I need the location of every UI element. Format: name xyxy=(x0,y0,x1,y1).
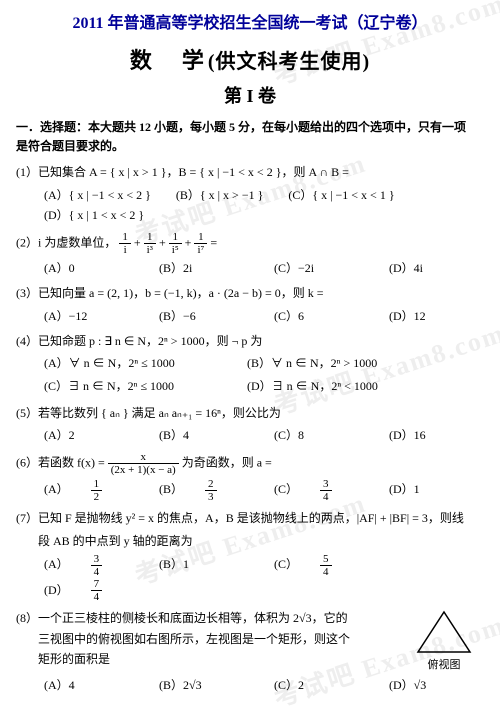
q4-optC: (C）∃ n ∈ N，2ⁿ ≤ 1000 xyxy=(44,376,244,396)
question-1: (1）已知集合 A = { x | x > 1 }，B = { x | −1 <… xyxy=(16,162,484,225)
question-2: (2）i 为虚数单位， 1i + 1i³ + 1i⁵ + 1i⁷ = (A）0 … xyxy=(16,231,484,279)
q2-frac3: 1i⁵ xyxy=(169,231,182,256)
q4-stem: (4）已知命题 p : ∃ n ∈ N，2ⁿ > 1000，则 ¬ p 为 xyxy=(16,331,484,351)
q6-stem: (6）若函数 f(x) = x(2x + 1)(x − a) 为奇函数，则 a … xyxy=(16,451,484,476)
q6-post: 为奇函数，则 a = xyxy=(182,455,272,469)
q2-optD: (D）4i xyxy=(389,258,423,278)
q8-optA: (A）4 xyxy=(44,675,134,695)
question-7: (7）已知 F 是抛物线 y² = x 的焦点，A，B 是该抛物线上的两点，|A… xyxy=(16,508,484,603)
q8-line2: 三视图中的俯视图如右图所示，左视图是一个矩形，则这个 xyxy=(16,629,404,649)
q4-optD: (D）∃ n ∈ N，2ⁿ < 1000 xyxy=(247,376,447,396)
q8-optC: (C）2 xyxy=(274,675,364,695)
question-5: (5）若等比数列 { aₙ } 满足 aₙ aₙ₊₁ = 16ⁿ，则公比为 (A… xyxy=(16,403,484,446)
q2-options: (A）0 (B）2i (C）−2i (D）4i xyxy=(16,258,484,278)
question-4: (4）已知命题 p : ∃ n ∈ N，2ⁿ > 1000，则 ¬ p 为 (A… xyxy=(16,331,484,398)
q7-stem1: (7）已知 F 是抛物线 y² = x 的焦点，A，B 是该抛物线上的两点，|A… xyxy=(16,508,484,528)
usage-text: (供文科考生使用) xyxy=(208,51,370,73)
q5-stem: (5）若等比数列 { aₙ } 满足 aₙ aₙ₊₁ = 16ⁿ，则公比为 xyxy=(16,403,484,423)
topview-figure: 俯视图 xyxy=(404,608,484,675)
q2-optA: (A）0 xyxy=(44,258,134,278)
q2-optC: (C）−2i xyxy=(274,258,364,278)
q3-optD: (D）12 xyxy=(389,306,426,326)
q3-stem: (3）已知向量 a = (2, 1)，b = (−1, k)，a · (2a −… xyxy=(16,283,484,303)
title-main: 2011 年普通高等学校招生全国统一考试（辽宁卷） xyxy=(16,12,484,36)
q1-stem: (1）已知集合 A = { x | x > 1 }，B = { x | −1 <… xyxy=(16,162,484,182)
q2-frac4: 1i⁷ xyxy=(194,231,207,256)
q6-options: (A）12 (B）23 (C）34 (D）1 xyxy=(16,478,484,503)
q1-optB: (B）{ x | x > −1 } xyxy=(176,185,263,205)
q2-post: = xyxy=(210,235,217,249)
q7-optC: (C）54 xyxy=(274,553,364,578)
question-8: (8）一个正三棱柱的侧棱长和底面边长相等，体积为 2√3，它的 三视图中的俯视图… xyxy=(16,608,484,695)
q2-optB: (B）2i xyxy=(159,258,249,278)
q3-optC: (C）6 xyxy=(274,306,364,326)
q7-optA: (A）34 xyxy=(44,553,134,578)
q1-optC: (C）{ x | −1 < x < 1 } xyxy=(288,185,394,205)
q5-optA: (A）2 xyxy=(44,425,134,445)
triangle-icon xyxy=(414,608,474,656)
q1-optA: (A）{ x | −1 < x < 2 } xyxy=(44,185,151,205)
q2-pre: (2）i 为虚数单位， xyxy=(16,235,116,249)
section-heading: 一．选择题：本大题共 12 小题，每小题 5 分，在每小题给出的四个选项中，只有… xyxy=(16,118,484,156)
q2-frac1: 1i xyxy=(119,231,131,256)
q4-options: (A）∀ n ∈ N，2ⁿ ≤ 1000 (B）∀ n ∈ N，2ⁿ > 100… xyxy=(16,353,484,398)
q8-optB: (B）2√3 xyxy=(159,675,249,695)
subject-text: 数 学 xyxy=(130,48,208,73)
q2-frac2: 1i³ xyxy=(144,231,156,256)
page-content: 2011 年普通高等学校招生全国统一考试（辽宁卷） 数 学(供文科考生使用) 第… xyxy=(16,12,484,695)
q7-stem2: 段 AB 的中点到 y 轴的距离为 xyxy=(16,531,484,551)
q8-options: (A）4 (B）2√3 (C）2 (D）√3 xyxy=(16,675,484,695)
title-subject: 数 学(供文科考生使用) xyxy=(16,44,484,77)
title-part: 第 I 卷 xyxy=(16,83,484,110)
q3-options: (A）−12 (B）−6 (C）6 (D）12 xyxy=(16,306,484,326)
q5-optB: (B）4 xyxy=(159,425,249,445)
q1-options: (A）{ x | −1 < x < 2 } (B）{ x | x > −1 } … xyxy=(16,185,484,226)
q7-options: (A）34 (B）1 (C）54 (D）74 xyxy=(16,553,484,603)
q1-optD: (D）{ x | 1 < x < 2 } xyxy=(44,205,144,225)
q6-optB: (B）23 xyxy=(159,478,249,503)
q6-optD: (D）1 xyxy=(389,479,420,499)
q5-optC: (C）8 xyxy=(274,425,364,445)
q8-line1: (8）一个正三棱柱的侧棱长和底面边长相等，体积为 2√3，它的 xyxy=(16,608,404,628)
q7-optD: (D）74 xyxy=(44,578,146,603)
q7-optB: (B）1 xyxy=(159,554,249,574)
section-line2: 是符合题目要求的。 xyxy=(16,139,124,153)
q6-optA: (A）12 xyxy=(44,478,134,503)
section-line1: 一．选择题：本大题共 12 小题，每小题 5 分，在每小题给出的四个选项中，只有… xyxy=(16,120,466,134)
q5-optD: (D）16 xyxy=(389,425,426,445)
topview-label: 俯视图 xyxy=(404,656,484,675)
q5-options: (A）2 (B）4 (C）8 (D）16 xyxy=(16,425,484,445)
q6-frac: x(2x + 1)(x − a) xyxy=(108,451,179,476)
q6-optC: (C）34 xyxy=(274,478,364,503)
q8-line3: 矩形的面积是 xyxy=(16,649,404,669)
q4-optA: (A）∀ n ∈ N，2ⁿ ≤ 1000 xyxy=(44,353,244,373)
question-3: (3）已知向量 a = (2, 1)，b = (−1, k)，a · (2a −… xyxy=(16,283,484,326)
q4-optB: (B）∀ n ∈ N，2ⁿ > 1000 xyxy=(247,353,447,373)
question-6: (6）若函数 f(x) = x(2x + 1)(x − a) 为奇函数，则 a … xyxy=(16,451,484,503)
q6-pre: (6）若函数 f(x) = xyxy=(16,455,108,469)
q8-optD: (D）√3 xyxy=(389,675,426,695)
q3-optA: (A）−12 xyxy=(44,306,134,326)
q2-stem: (2）i 为虚数单位， 1i + 1i³ + 1i⁵ + 1i⁷ = xyxy=(16,231,484,256)
q3-optB: (B）−6 xyxy=(159,306,249,326)
